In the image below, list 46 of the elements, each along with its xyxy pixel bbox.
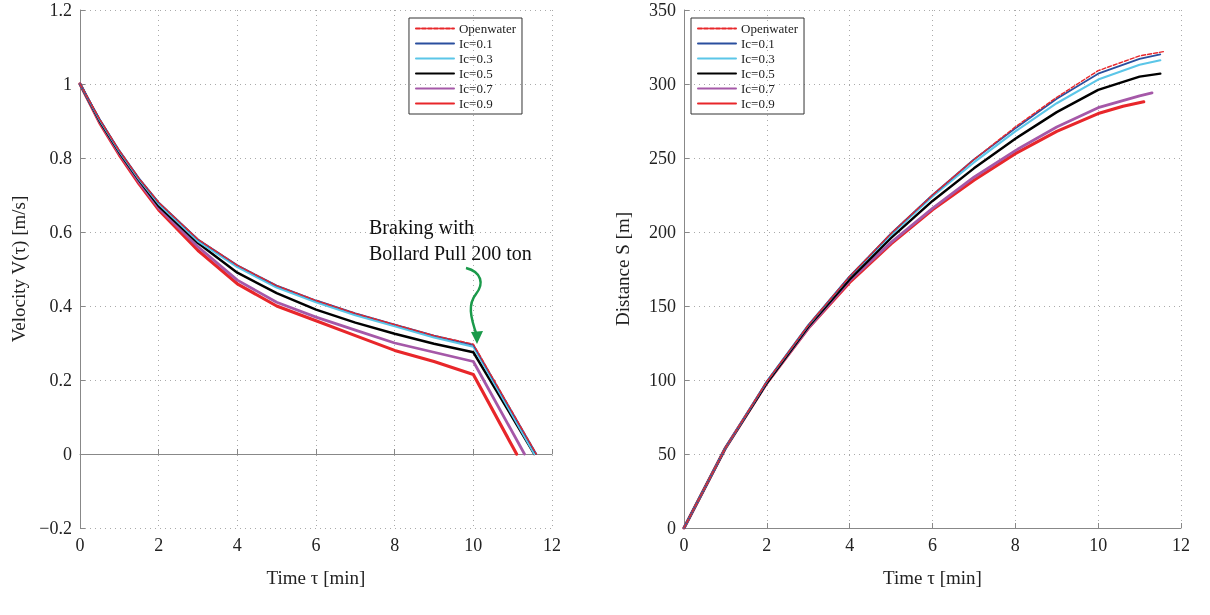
x-tick-label: 8 (1010, 535, 1020, 555)
x-tick-label: 12 (543, 535, 561, 555)
y-tick-label: 1.2 (49, 0, 72, 20)
legend-label: Ic=0.7 (458, 81, 494, 96)
legend-label: Ic=0.5 (741, 66, 775, 81)
x-tick-label: 12 (1172, 535, 1190, 555)
y-tick-label: 0.2 (49, 370, 72, 390)
y-tick-label: 350 (649, 0, 676, 20)
y-tick-label: 0 (63, 444, 72, 464)
legend-label: Ic=0.3 (741, 51, 775, 66)
y-tick-label: 300 (649, 74, 676, 94)
y-tick-label: −0.2 (39, 518, 72, 538)
x-tick-label: 10 (1089, 535, 1108, 555)
y-tick-label: 50 (658, 444, 676, 464)
legend-label: Openwater (741, 21, 799, 36)
x-axis-title: Time τ [min] (266, 567, 366, 588)
legend-label: Ic=0.1 (741, 36, 775, 51)
x-tick-label: 6 (311, 535, 321, 555)
legend-label: Ic=0.3 (458, 51, 493, 66)
x-tick-label: 10 (464, 535, 483, 555)
y-tick-label: 1 (63, 74, 72, 94)
annotation: Braking with Bollard Pull 200 ton (369, 216, 532, 264)
x-tick-label: 2 (154, 535, 164, 555)
legend-label: Ic=0.9 (741, 96, 775, 111)
legend-label: Openwater (458, 21, 517, 36)
legend-label: Ic=0.5 (458, 66, 493, 81)
y-tick-label: 250 (649, 148, 676, 168)
x-tick-label: 6 (928, 535, 937, 555)
y-tick-label: 0 (667, 518, 676, 538)
y-tick-label: 0.4 (49, 296, 72, 316)
y-axis-title: Velocity V(τ) [m/s] (8, 195, 30, 343)
x-tick-label: 0 (679, 535, 689, 555)
x-tick-label: 8 (390, 535, 400, 555)
y-tick-label: 0.6 (49, 222, 72, 242)
x-tick-label: 2 (762, 535, 772, 555)
legend-label: Ic=0.1 (458, 36, 493, 51)
legend-label: Ic=0.7 (741, 81, 776, 96)
y-tick-label: 0.8 (49, 148, 72, 168)
x-tick-label: 4 (232, 535, 242, 555)
y-tick-label: 100 (649, 370, 676, 390)
y-tick-label: 200 (649, 222, 676, 242)
x-tick-label: 4 (845, 535, 855, 555)
x-axis-title: Time τ [min] (883, 567, 982, 588)
y-tick-label: 150 (649, 296, 676, 316)
y-axis-title: Distance S [m] (612, 212, 633, 326)
legend-label: Ic=0.9 (458, 96, 493, 111)
